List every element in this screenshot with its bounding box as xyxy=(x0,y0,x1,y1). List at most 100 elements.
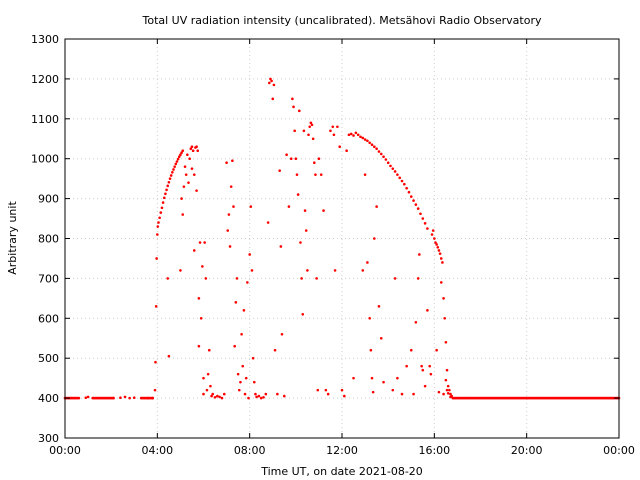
data-point xyxy=(445,388,449,392)
data-point xyxy=(347,133,351,137)
data-point xyxy=(248,253,251,256)
data-point xyxy=(273,348,277,352)
data-point xyxy=(234,301,238,304)
data-point xyxy=(400,179,404,183)
data-point xyxy=(241,364,245,368)
data-point xyxy=(259,396,263,400)
data-point xyxy=(445,368,449,372)
data-point xyxy=(232,205,235,208)
data-point xyxy=(165,188,168,192)
data-point xyxy=(167,354,171,358)
data-point xyxy=(366,261,369,264)
data-point xyxy=(332,133,336,137)
data-point xyxy=(285,153,288,157)
data-point xyxy=(210,394,213,398)
data-point xyxy=(314,173,317,176)
data-point xyxy=(412,392,415,396)
data-point xyxy=(271,97,275,101)
data-point xyxy=(205,388,209,392)
data-point xyxy=(155,257,158,260)
data-point xyxy=(421,368,425,372)
data-point xyxy=(195,189,198,192)
data-point xyxy=(151,396,155,400)
data-point xyxy=(181,213,185,216)
data-point xyxy=(179,153,182,157)
data-point xyxy=(157,221,160,224)
data-point xyxy=(196,149,200,153)
y-tick-label: 700 xyxy=(38,272,59,285)
data-point xyxy=(231,159,234,162)
data-point xyxy=(262,396,265,399)
data-point xyxy=(303,209,307,212)
data-point xyxy=(229,185,233,188)
data-point xyxy=(416,277,420,280)
data-point xyxy=(448,388,451,392)
data-point xyxy=(433,237,436,240)
data-point xyxy=(418,253,421,256)
data-point xyxy=(297,109,301,113)
data-point xyxy=(431,229,435,232)
data-point xyxy=(132,396,136,400)
data-point xyxy=(369,348,373,352)
data-point xyxy=(409,348,413,352)
data-point xyxy=(356,133,360,137)
data-point xyxy=(181,149,185,153)
y-tick-label: 800 xyxy=(38,233,59,246)
data-point xyxy=(361,269,365,272)
data-point xyxy=(409,195,413,198)
data-point xyxy=(446,392,450,395)
data-point xyxy=(173,165,176,168)
data-point xyxy=(382,380,385,384)
data-point xyxy=(166,184,170,188)
data-point xyxy=(153,388,157,392)
data-point xyxy=(443,317,447,320)
data-point xyxy=(242,309,246,312)
y-tick-label: 1200 xyxy=(31,73,59,86)
y-tick-label: 500 xyxy=(38,352,59,365)
data-point xyxy=(296,193,300,196)
data-point xyxy=(393,170,397,173)
data-point xyxy=(154,360,157,364)
data-point xyxy=(239,380,242,384)
data-point xyxy=(435,348,438,352)
data-point xyxy=(444,378,448,382)
data-point xyxy=(233,344,236,348)
data-point xyxy=(264,392,268,396)
data-point xyxy=(161,201,165,204)
data-point xyxy=(187,181,190,184)
data-point xyxy=(156,233,159,236)
data-point xyxy=(166,277,170,280)
data-point xyxy=(159,211,163,214)
axis-ticks: 00:00 04:00 08:00 12:00 16:00 20:00 00:0030040… xyxy=(31,33,635,457)
data-point xyxy=(313,161,316,164)
data-point xyxy=(171,170,174,174)
data-point xyxy=(412,199,415,202)
data-point xyxy=(184,173,188,176)
data-point xyxy=(176,157,180,161)
data-point xyxy=(235,277,239,280)
data-point xyxy=(189,147,193,151)
data-point xyxy=(322,209,325,212)
data-point xyxy=(396,376,399,380)
data-points xyxy=(63,77,621,400)
data-point xyxy=(426,309,429,312)
data-point xyxy=(435,243,438,246)
data-point xyxy=(304,229,308,232)
data-point xyxy=(441,261,444,264)
data-point xyxy=(375,147,378,151)
data-point xyxy=(306,269,309,272)
data-point xyxy=(218,395,221,399)
data-point xyxy=(393,277,397,280)
data-point xyxy=(180,151,183,155)
data-point xyxy=(216,394,219,398)
data-point xyxy=(382,155,385,159)
data-point xyxy=(186,153,189,157)
data-point xyxy=(282,394,286,398)
y-tick-label: 1000 xyxy=(31,153,59,166)
data-point xyxy=(278,169,281,172)
data-point xyxy=(198,241,202,244)
data-point xyxy=(203,241,206,244)
data-point xyxy=(211,392,215,396)
x-tick-label: 00:00 xyxy=(49,444,81,457)
